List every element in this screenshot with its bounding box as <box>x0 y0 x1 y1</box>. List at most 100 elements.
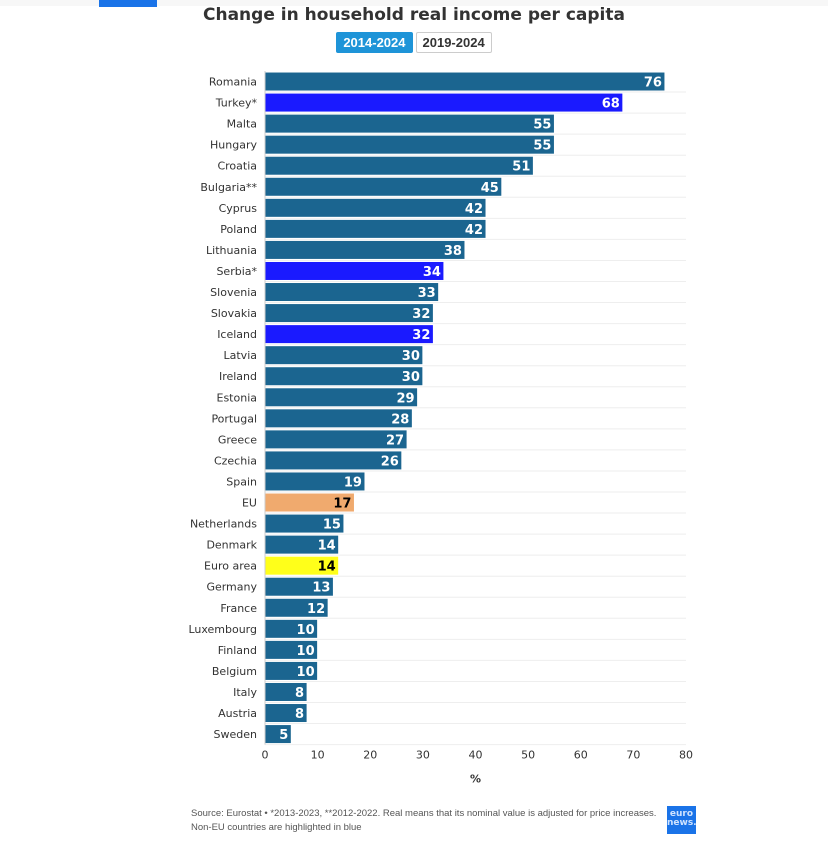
x-tick-label: 20 <box>363 749 377 762</box>
chart-title: Change in household real income per capi… <box>203 5 625 25</box>
category-label: Finland <box>218 644 257 657</box>
data-label: 34 <box>423 265 441 280</box>
data-label: 42 <box>465 202 483 217</box>
x-axis-label: % <box>470 773 481 786</box>
data-label: 76 <box>644 76 662 91</box>
data-label: 38 <box>444 244 462 259</box>
category-label: Sweden <box>214 728 257 741</box>
x-tick-label: 70 <box>626 749 640 762</box>
data-label: 14 <box>318 539 336 554</box>
data-label: 28 <box>391 412 409 427</box>
euronews-logo: euro news. <box>667 806 697 834</box>
data-label: 10 <box>297 665 315 680</box>
bar <box>264 155 534 176</box>
bar <box>264 134 555 155</box>
category-label: Iceland <box>217 328 257 341</box>
category-label: Slovenia <box>210 286 257 299</box>
category-label: Portugal <box>211 412 257 425</box>
data-label: 68 <box>602 97 620 112</box>
category-label: Luxembourg <box>188 623 257 636</box>
top-bar <box>0 0 828 6</box>
category-label: Romania <box>209 76 257 89</box>
category-label: Italy <box>233 686 257 699</box>
data-label: 32 <box>412 307 430 322</box>
data-label: 8 <box>295 686 304 701</box>
data-label: 42 <box>465 223 483 238</box>
category-label: Estonia <box>217 391 258 404</box>
x-tick-label: 0 <box>262 749 269 762</box>
category-label: Belgium <box>212 665 257 678</box>
bar <box>264 303 434 324</box>
bar-chart: 0 10 20 30 40 50 60 70 80% Romania 76 Turkey* 68 Malt… <box>188 71 693 786</box>
data-label: 17 <box>333 497 351 512</box>
bar <box>264 239 466 260</box>
category-label: Netherlands <box>190 518 257 531</box>
data-label: 29 <box>397 391 415 406</box>
data-label: 19 <box>344 475 362 490</box>
bar <box>264 282 440 303</box>
category-label: Czechia <box>214 454 257 467</box>
data-label: 12 <box>307 602 325 617</box>
x-tick-label: 30 <box>416 749 430 762</box>
category-label: Spain <box>226 475 257 488</box>
category-label: Serbia* <box>216 265 257 278</box>
x-tick-label: 80 <box>679 749 693 762</box>
data-label: 5 <box>279 728 288 743</box>
category-label: Bulgaria** <box>200 181 257 194</box>
x-tick-label: 40 <box>469 749 483 762</box>
data-label: 14 <box>318 560 336 575</box>
category-label: Denmark <box>206 539 257 552</box>
data-label: 30 <box>402 370 420 385</box>
data-label: 30 <box>402 349 420 364</box>
data-label: 10 <box>297 644 315 659</box>
category-label: Slovakia <box>211 307 257 320</box>
bar <box>264 197 487 218</box>
bar <box>264 366 424 387</box>
category-label: Malta <box>227 118 257 131</box>
bar <box>264 218 487 239</box>
category-label: Latvia <box>224 349 258 362</box>
bar <box>264 113 555 134</box>
category-label: Poland <box>220 223 257 236</box>
category-label: Ireland <box>219 370 257 383</box>
data-label: 8 <box>295 707 304 722</box>
data-label: 27 <box>386 433 404 448</box>
category-label: Germany <box>206 581 257 594</box>
data-label: 55 <box>533 118 551 133</box>
category-label: Greece <box>218 433 257 446</box>
data-label: 15 <box>323 518 341 533</box>
category-label: Turkey* <box>215 97 258 110</box>
category-label: Lithuania <box>206 244 257 257</box>
bar <box>264 71 666 92</box>
source-text: Source: Eurostat • *2013-2023, **2012-20… <box>191 808 657 819</box>
data-label: 55 <box>533 139 551 154</box>
bar <box>264 92 624 113</box>
data-label: 26 <box>381 454 399 469</box>
category-label: Austria <box>218 707 257 720</box>
category-label: France <box>220 602 257 615</box>
bar <box>264 260 445 281</box>
category-label: Croatia <box>217 160 257 173</box>
category-label: EU <box>242 497 257 510</box>
source-note: Source: Eurostat • *2013-2023, **2012-20… <box>191 807 656 835</box>
bar <box>264 345 424 366</box>
tab-2014-2024[interactable]: 2014-2024 <box>336 32 413 53</box>
x-tick-label: 50 <box>521 749 535 762</box>
top-tab[interactable] <box>99 0 157 7</box>
category-label: Hungary <box>210 139 257 152</box>
x-tick-label: 60 <box>574 749 588 762</box>
bar <box>264 176 503 197</box>
x-tick-label: 10 <box>311 749 325 762</box>
category-label: Euro area <box>204 560 257 573</box>
data-label: 10 <box>297 623 315 638</box>
data-label: 45 <box>481 181 499 196</box>
bar <box>264 408 413 429</box>
note-text: Non-EU countries are highlighted in blue <box>191 822 362 833</box>
data-label: 33 <box>418 286 436 301</box>
bar <box>264 324 434 345</box>
data-label: 51 <box>512 160 530 175</box>
tab-2019-2024[interactable]: 2019-2024 <box>415 32 492 53</box>
data-label: 32 <box>412 328 430 343</box>
bar <box>264 387 419 408</box>
period-toggle: 2014-2024 2019-2024 <box>0 32 828 53</box>
